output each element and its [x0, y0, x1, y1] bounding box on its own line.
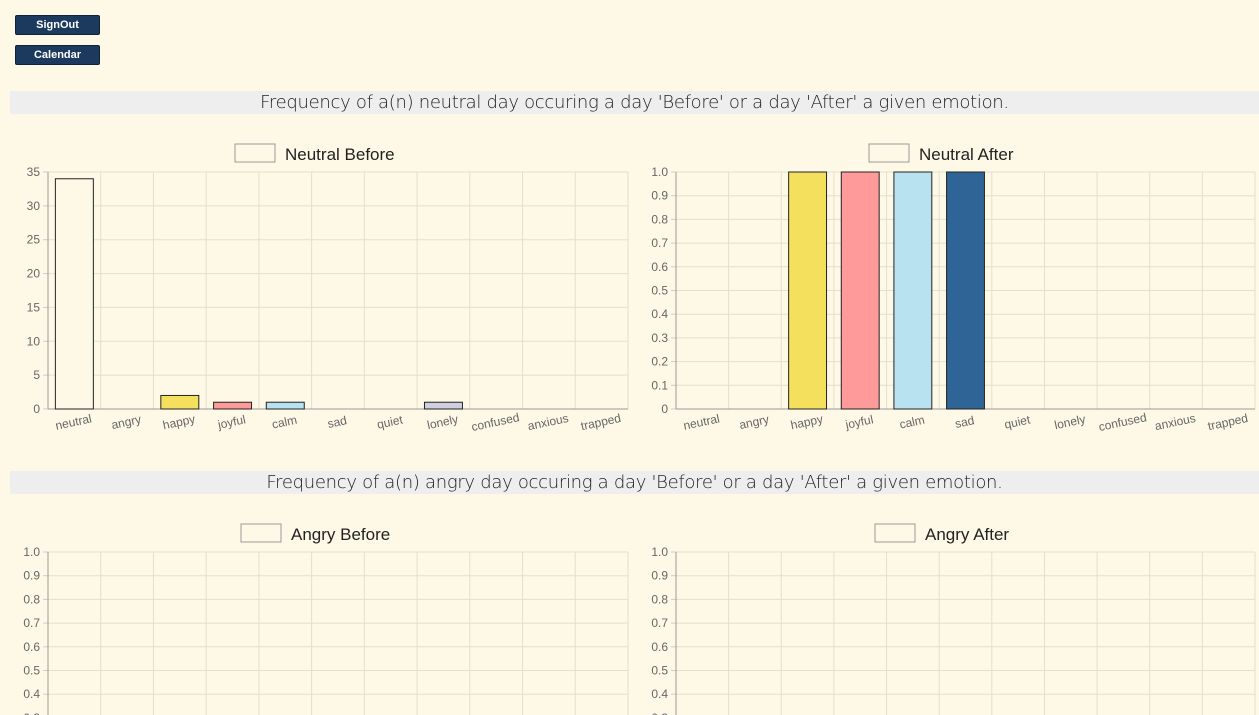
y-tick-label: 30: [27, 199, 41, 213]
x-tick-label: anxious: [1154, 411, 1197, 433]
x-tick-label: calm: [271, 413, 299, 432]
y-tick-label: 25: [27, 233, 41, 247]
x-tick-label: lonely: [1053, 412, 1087, 432]
calendar-button[interactable]: Calendar: [15, 45, 100, 65]
bar: [423, 401, 463, 410]
y-tick-label: 0.3: [651, 331, 668, 345]
y-tick-label: 0.5: [23, 664, 40, 678]
legend-label: Neutral After: [919, 145, 1014, 164]
y-tick-label: 5: [33, 368, 40, 382]
y-tick-label: 0.8: [651, 212, 668, 226]
x-tick-label: joyful: [216, 412, 247, 432]
x-tick-label: sad: [326, 413, 348, 431]
y-tick-label: 0.3: [23, 711, 40, 715]
y-tick-label: 35: [27, 165, 41, 179]
y-tick-label: 0.9: [23, 569, 40, 583]
y-tick-label: 0.4: [651, 307, 668, 321]
y-tick-label: 0.7: [23, 616, 40, 630]
x-tick-label: angry: [738, 412, 770, 432]
x-tick-label: anxious: [526, 411, 569, 433]
legend-label: Angry After: [925, 525, 1009, 544]
y-tick-label: 0.4: [651, 687, 668, 701]
x-tick-label: quiet: [376, 412, 405, 431]
x-tick-label: angry: [110, 412, 142, 432]
bar: [265, 401, 305, 410]
y-tick-label: 0.5: [651, 664, 668, 678]
legend-swatch: [240, 523, 282, 543]
legend-swatch: [234, 143, 276, 163]
x-tick-label: neutral: [682, 411, 721, 432]
x-tick-label: confused: [1097, 410, 1148, 434]
y-tick-label: 1.0: [651, 165, 668, 179]
y-tick-label: 0.8: [23, 592, 40, 606]
y-tick-label: 1.0: [23, 545, 40, 559]
y-tick-label: 0.6: [651, 640, 668, 654]
y-tick-label: 20: [27, 267, 41, 281]
x-tick-label: confused: [470, 410, 521, 434]
y-tick-label: 15: [27, 300, 41, 314]
y-tick-label: 0.7: [651, 236, 668, 250]
bar: [840, 171, 880, 410]
y-tick-label: 0: [33, 402, 40, 416]
bar: [160, 394, 200, 410]
x-tick-label: happy: [789, 412, 824, 432]
y-tick-label: 0.6: [23, 640, 40, 654]
section-heading: Frequency of a(n) neutral day occuring a…: [10, 91, 1259, 114]
x-tick-label: trapped: [579, 411, 622, 433]
sign-out-button[interactable]: SignOut: [15, 15, 100, 35]
y-tick-label: 1.0: [651, 545, 668, 559]
legend-swatch: [874, 523, 916, 543]
y-tick-label: 0.3: [651, 711, 668, 715]
y-tick-label: 0.8: [651, 592, 668, 606]
y-tick-label: 0.1: [651, 378, 668, 392]
x-tick-label: quiet: [1003, 412, 1032, 431]
bar: [54, 178, 94, 410]
y-tick-label: 0.4: [23, 687, 40, 701]
legend-swatch: [868, 143, 910, 163]
y-tick-label: 0.6: [651, 260, 668, 274]
y-tick-label: 10: [27, 334, 41, 348]
y-tick-label: 0.2: [651, 355, 668, 369]
y-tick-label: 0.9: [651, 569, 668, 583]
x-tick-label: happy: [162, 412, 197, 432]
x-tick-label: sad: [954, 413, 976, 431]
y-tick-label: 0.7: [651, 616, 668, 630]
legend-label: Neutral Before: [285, 145, 395, 164]
section-heading: Frequency of a(n) angry day occuring a d…: [10, 471, 1259, 494]
x-tick-label: calm: [898, 413, 926, 432]
bar: [788, 171, 828, 410]
y-tick-label: 0: [661, 402, 668, 416]
bar: [893, 171, 933, 410]
x-tick-label: lonely: [426, 412, 460, 432]
y-tick-label: 0.9: [651, 189, 668, 203]
legend-label: Angry Before: [291, 525, 390, 544]
x-tick-label: trapped: [1206, 411, 1249, 433]
bar: [946, 171, 985, 410]
x-tick-label: neutral: [54, 411, 93, 432]
bar: [213, 401, 253, 410]
x-tick-label: joyful: [843, 412, 874, 432]
y-tick-label: 0.5: [651, 284, 668, 298]
